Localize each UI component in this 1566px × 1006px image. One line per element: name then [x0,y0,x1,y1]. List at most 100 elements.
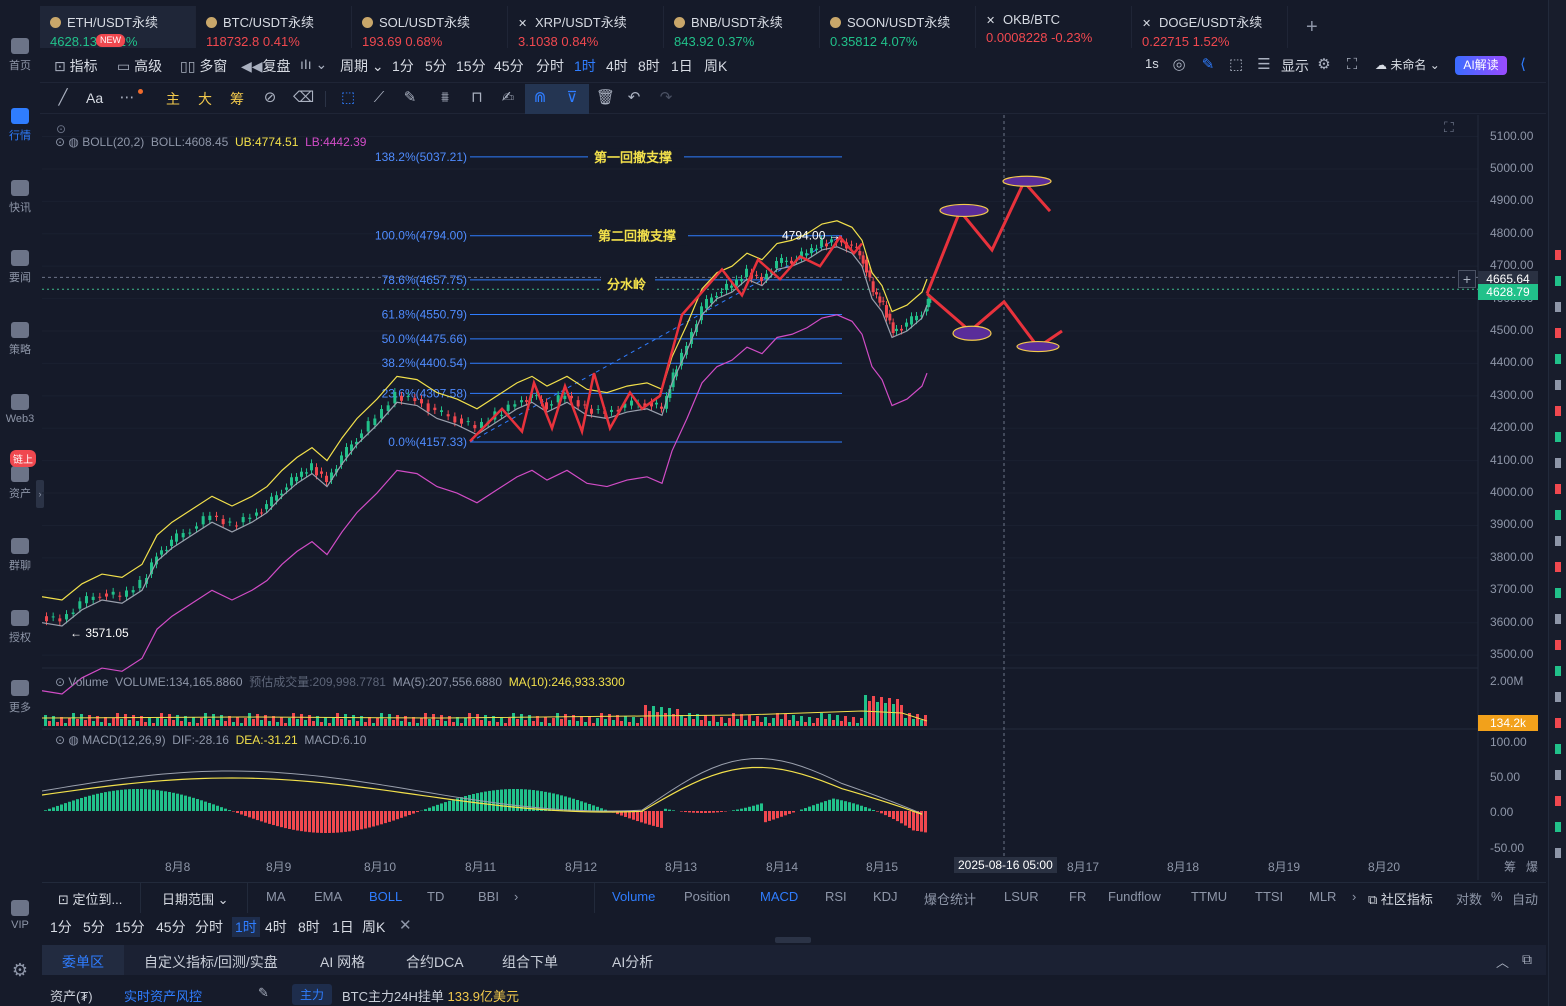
bottom-timeframe-5[interactable]: 1时 [232,917,260,937]
tab-5[interactable]: SOON/USDT永续 0.35812 4.07% [820,6,976,48]
date-range-button[interactable]: 日期范围 ⌄ [162,889,229,908]
timeframe-1分[interactable]: 1分 [392,56,414,76]
lock-icon[interactable]: ⊓ [469,90,485,106]
timeframe-8时[interactable]: 8时 [638,56,660,76]
sub-indicator-3[interactable]: RSI [825,889,847,904]
settings-icon[interactable]: ⚙ [0,960,40,981]
indicator-button[interactable]: ⊡ 指标 [54,56,98,76]
share-icon[interactable]: ⟨ [1515,57,1531,73]
chip-axis-button[interactable]: 筹 [1504,858,1516,875]
line-tool-icon[interactable]: ╱ [55,90,71,106]
auto-button[interactable]: 自动 [1512,889,1538,908]
sub-indicator-2[interactable]: MACD [760,889,798,904]
panel-tab-4[interactable]: 组合下单 [502,952,558,972]
main-indicator-td[interactable]: TD [427,889,444,904]
panel-tab-1[interactable]: 自定义指标/回测/实盘 [144,952,278,972]
interval-setting[interactable]: 1s [1145,56,1159,71]
bottom-timeframe-4[interactable]: 分时 [195,917,223,937]
tab-4[interactable]: BNB/USDT永续 843.92 0.37% [664,6,820,48]
pen-icon[interactable]: ✎ [1200,57,1216,73]
sub-indicator-9[interactable]: TTMU [1191,889,1227,904]
period-button[interactable]: 周期 ⌄ [340,56,384,76]
tab-1[interactable]: BTC/USDT永续 118732.8 0.41% [196,6,352,48]
magnet-icon[interactable]: ⋒ [532,90,548,106]
filter-icon[interactable]: ⊽ [564,90,580,106]
bottom-timeframe-7[interactable]: 8时 [298,917,320,937]
big-order-button[interactable]: 大 [198,89,212,109]
sub-indicator-4[interactable]: KDJ [873,889,898,904]
sub-indicator-7[interactable]: FR [1069,889,1086,904]
eye-icon[interactable]: ⊙ [55,675,68,689]
panel-tab-2[interactable]: AI 网格 [320,952,365,972]
bottom-timeframe-6[interactable]: 4时 [265,917,287,937]
advanced-button[interactable]: ▭ 高级 [117,56,162,76]
sub-indicator-5[interactable]: 爆仓统计 [924,889,976,908]
panel-tab-3[interactable]: 合约DCA [406,952,464,972]
main-force-button[interactable]: 主 [166,89,180,109]
price-chart-area[interactable]: 138.2%(5037.21) 100.0%(4794.00) 78.6%(4657… [42,115,1546,880]
brush-icon[interactable]: ✎ [402,90,418,106]
sub-indicator-0[interactable]: Volume [612,889,655,904]
tab-3[interactable]: ✕ XRP/USDT永续 3.1038 0.84% [508,6,664,48]
settings-icon[interactable]: ⚙ [1316,57,1332,73]
eye-icon[interactable]: ⊙ ◍ [55,733,79,747]
add-tab-button[interactable]: + [1306,16,1318,39]
chip-button[interactable]: 筹 [230,89,244,109]
locate-button[interactable]: ⊡ 定位到... [58,889,122,908]
risk-control-link[interactable]: 实时资产风控 [124,986,202,1005]
bottom-timeframe-3[interactable]: 45分 [156,917,186,937]
pattern-icon[interactable]: ⩩ [437,90,453,106]
timeframe-分时[interactable]: 分时 [536,56,564,76]
nav-item-7[interactable]: 群聊 [0,538,40,573]
timeframe-15分[interactable]: 15分 [456,56,486,76]
timeframe-周K[interactable]: 周K [704,56,727,76]
bottom-timeframe-9[interactable]: 周K [362,917,385,937]
expand-icon[interactable]: ⬚ [1228,57,1244,73]
sub-indicator-10[interactable]: TTSI [1255,889,1283,904]
menu-icon[interactable]: ☰ [1256,57,1272,73]
timeframe-4时[interactable]: 4时 [606,56,628,76]
fullscreen-chart-icon[interactable]: ⛶ [1444,119,1454,136]
nav-item-6[interactable]: 资产 链上 [0,466,40,501]
chevron-right-icon[interactable]: › [1352,889,1356,904]
bottom-timeframe-2[interactable]: 15分 [115,917,145,937]
panel-tab-5[interactable]: AI分析 [612,952,653,972]
nav-item-8[interactable]: 授权 [0,610,40,645]
main-indicator-ma[interactable]: MA [266,889,286,904]
ai-interpret-button[interactable]: AI解读 [1455,56,1507,75]
sub-indicator-1[interactable]: Position [684,889,730,904]
timeframe-45分[interactable]: 45分 [494,56,524,76]
trash-icon[interactable]: 🗑 [596,90,612,106]
popout-icon[interactable]: ⧉ [1522,951,1532,968]
eraser-icon[interactable]: ⌫ [293,90,309,106]
multi-window-button[interactable]: ▯▯ 多窗 [180,56,227,76]
panel-handle[interactable] [775,937,811,943]
eye-icon[interactable]: ⊙ ◍ [55,135,79,149]
timeframe-1日[interactable]: 1日 [671,56,693,76]
tab-7[interactable]: ✕ DOGE/USDT永续 0.22715 1.52% [1132,6,1288,48]
bottom-timeframe-8[interactable]: 1日 [332,917,354,937]
fullscreen-icon[interactable]: ⛶ [1344,57,1360,73]
add-alert-icon[interactable]: + [1458,270,1476,288]
sub-indicator-6[interactable]: LSUR [1004,889,1039,904]
layout-selector[interactable]: ☁ 未命名 ⌄ [1375,56,1440,73]
nav-item-1[interactable]: 行情 [0,108,40,143]
timeframe-5分[interactable]: 5分 [425,56,447,76]
nav-item-10[interactable]: VIP [0,900,40,931]
display-button[interactable]: 显示 [1281,56,1309,76]
edit-icon[interactable]: ✍ [500,90,516,106]
main-indicator-ema[interactable]: EMA [314,889,342,904]
nav-item-3[interactable]: 要闻 [0,250,40,285]
tab-6[interactable]: ✕ OKB/BTC 0.0008228 -0.23% [976,6,1132,48]
redo-icon[interactable]: ↷ [658,90,674,106]
nav-item-2[interactable]: 快讯 [0,180,40,215]
undo-icon[interactable]: ↶ [626,90,642,106]
panel-tab-0[interactable]: 委单区 [62,952,104,972]
ruler-icon[interactable]: ⟋ [371,90,387,106]
nav-item-0[interactable]: 首页 [0,38,40,73]
tab-2[interactable]: SOL/USDT永续 193.69 0.68% [352,6,508,48]
chart-type-button[interactable]: ıIı ⌄ [300,56,327,73]
timeframe-1时[interactable]: 1时 [574,56,596,76]
chip-settings-icon[interactable]: ⊘ [262,90,278,106]
